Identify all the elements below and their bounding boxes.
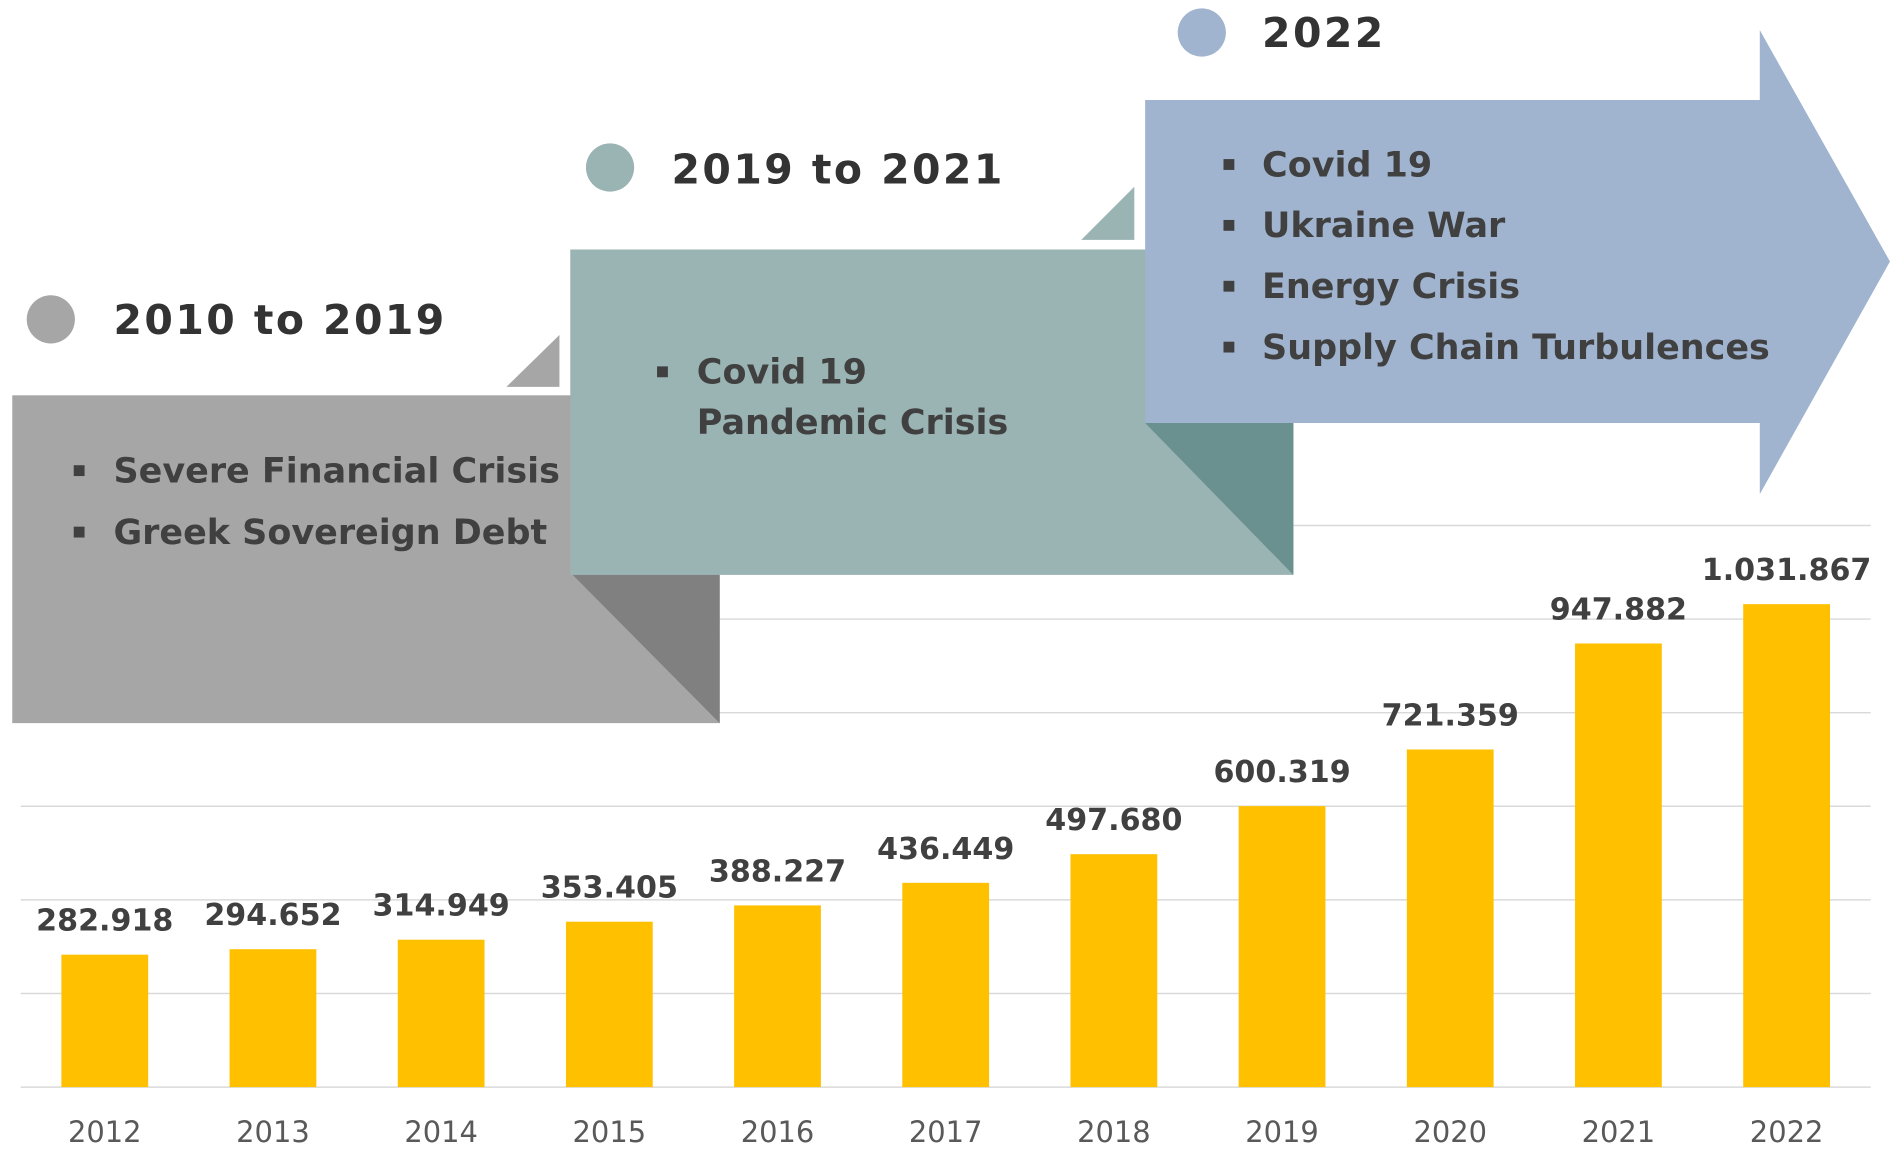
- x-tick-label: 2018: [1077, 1115, 1151, 1149]
- bar: [1743, 604, 1830, 1088]
- phase-title: 2019 to 2021: [672, 145, 1005, 193]
- bullet: [1223, 341, 1235, 353]
- x-tick-label: 2017: [909, 1115, 983, 1149]
- bar: [61, 954, 149, 1088]
- phase-dot: [26, 295, 75, 344]
- bullet: [1223, 219, 1235, 231]
- data-label: 947.882: [1550, 592, 1687, 627]
- bar: [1070, 854, 1158, 1088]
- bar: [902, 882, 990, 1088]
- data-label: 600.319: [1213, 755, 1350, 790]
- bullet: [1223, 159, 1235, 170]
- bullet: [1223, 280, 1235, 292]
- bar: [734, 905, 821, 1088]
- bar: [1406, 749, 1494, 1088]
- phase-item: Ukraine War: [1262, 206, 1506, 246]
- x-tick-label: 2015: [573, 1115, 647, 1149]
- x-tick-label: 2016: [741, 1115, 815, 1149]
- data-label: 388.227: [709, 854, 846, 889]
- phase-item: Pandemic Crisis: [697, 403, 1009, 443]
- bar: [1575, 643, 1662, 1088]
- bullet: [73, 526, 85, 538]
- phase-item: Energy Crisis: [1262, 267, 1520, 307]
- bullet: [657, 366, 668, 378]
- phase-fold: [572, 574, 720, 724]
- phase-item: Severe Financial Crisis: [113, 451, 559, 491]
- bar: [1238, 806, 1326, 1088]
- x-tick-label: 2014: [404, 1115, 478, 1149]
- bar: [565, 921, 653, 1088]
- x-tick-label: 2013: [236, 1115, 310, 1149]
- phase-title: 2022: [1262, 9, 1386, 57]
- phase-item: Supply Chain Turbulences: [1262, 328, 1770, 368]
- x-tick-label: 2020: [1413, 1115, 1487, 1149]
- data-label: 282.918: [36, 904, 173, 939]
- x-tick-label: 2021: [1582, 1115, 1656, 1149]
- data-label: 314.949: [373, 889, 510, 924]
- bullet: [73, 465, 85, 477]
- phase-corner: [1081, 186, 1135, 240]
- phase-title: 2010 to 2019: [113, 296, 446, 344]
- phase-dot: [1177, 8, 1226, 57]
- data-label: 294.652: [204, 898, 341, 933]
- data-label: 436.449: [877, 832, 1014, 867]
- timeline: 2010 to 2019 Severe Financial Crisis Greek…: [12, 8, 1890, 724]
- phase-item: Covid 19: [697, 353, 867, 393]
- x-tick-label: 2019: [1245, 1115, 1319, 1149]
- phase-item: Covid 19: [1262, 145, 1432, 185]
- phase-dot: [585, 143, 635, 192]
- phase-arrow: [1145, 30, 1890, 495]
- x-tick-label: 2022: [1750, 1115, 1824, 1149]
- data-label: 353.405: [541, 871, 678, 906]
- x-tick-label: 2012: [68, 1115, 142, 1149]
- phase-item: Greek Sovereign Debt: [113, 513, 547, 553]
- data-label: 497.680: [1045, 803, 1182, 838]
- bar: [397, 939, 485, 1088]
- data-label: 1.031.867: [1702, 553, 1872, 588]
- phase-corner: [506, 335, 560, 387]
- data-label: 721.359: [1382, 698, 1519, 733]
- bar: [229, 949, 317, 1088]
